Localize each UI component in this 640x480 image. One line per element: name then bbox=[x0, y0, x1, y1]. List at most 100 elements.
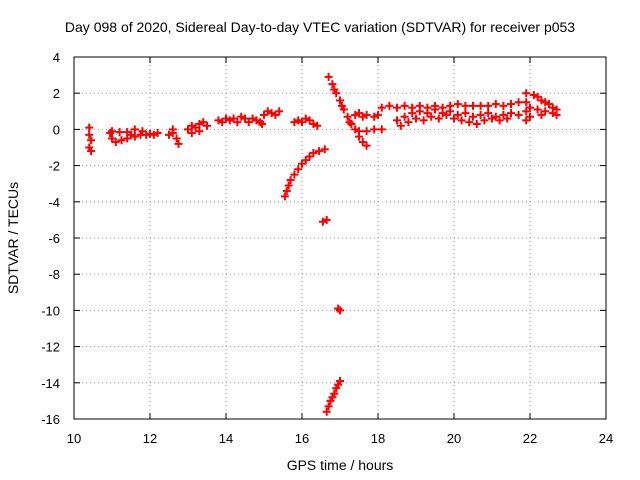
data-points-layer bbox=[85, 72, 561, 416]
y-tick-label: -6 bbox=[48, 231, 60, 246]
data-point bbox=[415, 107, 424, 116]
data-point bbox=[294, 165, 303, 174]
data-point bbox=[393, 103, 401, 112]
data-point bbox=[115, 128, 124, 137]
x-tick-label: 10 bbox=[67, 431, 81, 446]
data-point bbox=[552, 110, 561, 119]
plot-frame bbox=[73, 56, 607, 420]
data-point bbox=[130, 125, 139, 134]
data-point bbox=[146, 129, 154, 138]
data-point bbox=[404, 118, 413, 127]
data-point bbox=[393, 116, 401, 125]
data-point bbox=[172, 134, 181, 143]
data-point bbox=[461, 101, 470, 110]
data-point bbox=[87, 147, 96, 156]
data-point bbox=[330, 389, 339, 398]
data-point bbox=[522, 98, 531, 107]
data-point bbox=[337, 101, 346, 110]
data-point bbox=[108, 127, 116, 136]
y-tick-label: -8 bbox=[48, 267, 60, 282]
data-point bbox=[495, 116, 504, 125]
data-point bbox=[377, 103, 386, 112]
data-point bbox=[111, 138, 120, 147]
data-point bbox=[408, 109, 417, 118]
data-point bbox=[419, 116, 428, 125]
data-point bbox=[328, 80, 337, 89]
data-point bbox=[370, 125, 379, 134]
data-point bbox=[336, 96, 344, 105]
y-tick-label: -4 bbox=[48, 195, 60, 210]
data-point bbox=[282, 186, 291, 195]
y-tick-label: -16 bbox=[41, 412, 60, 427]
data-point bbox=[286, 176, 295, 185]
data-point bbox=[309, 148, 318, 157]
data-point bbox=[87, 136, 96, 145]
x-tick-label: 20 bbox=[447, 431, 461, 446]
data-point bbox=[480, 116, 489, 125]
data-point bbox=[514, 98, 523, 107]
data-point bbox=[138, 127, 147, 136]
data-point bbox=[362, 127, 371, 136]
data-point bbox=[461, 109, 470, 118]
data-point bbox=[469, 112, 477, 121]
data-point bbox=[315, 147, 324, 156]
data-point bbox=[324, 402, 333, 411]
x-tick-label: 12 bbox=[143, 431, 157, 446]
data-point bbox=[347, 119, 356, 128]
data-point bbox=[476, 110, 485, 119]
data-point bbox=[385, 101, 394, 110]
y-tick-label: -10 bbox=[41, 303, 60, 318]
x-axis-label: GPS time / hours bbox=[286, 457, 394, 473]
data-point bbox=[400, 101, 409, 110]
data-point bbox=[362, 110, 371, 119]
y-tick-label: -14 bbox=[41, 376, 60, 391]
data-point bbox=[427, 112, 436, 121]
data-point bbox=[537, 110, 546, 119]
data-point bbox=[174, 139, 183, 148]
data-point bbox=[284, 181, 293, 190]
data-point bbox=[233, 118, 242, 127]
data-point bbox=[258, 119, 267, 128]
data-point bbox=[280, 192, 289, 201]
data-point bbox=[355, 127, 363, 136]
data-point bbox=[362, 141, 371, 150]
data-point bbox=[324, 72, 333, 81]
data-point bbox=[336, 306, 344, 315]
data-point bbox=[442, 110, 451, 119]
data-point bbox=[465, 118, 474, 127]
x-tick-label: 14 bbox=[219, 431, 233, 446]
x-tick-label: 18 bbox=[371, 431, 385, 446]
data-point bbox=[434, 114, 443, 123]
data-point bbox=[322, 407, 331, 416]
y-tick-label: -2 bbox=[48, 159, 60, 174]
data-point bbox=[453, 100, 462, 109]
x-tick-label: 16 bbox=[295, 431, 309, 446]
data-point bbox=[343, 112, 352, 121]
y-tick-label: 0 bbox=[53, 122, 60, 137]
data-point bbox=[484, 101, 493, 110]
x-tick-label: 24 bbox=[599, 431, 613, 446]
data-point bbox=[117, 136, 126, 145]
data-point bbox=[507, 109, 515, 118]
data-point bbox=[195, 127, 204, 136]
data-point bbox=[275, 107, 284, 116]
data-point bbox=[503, 114, 512, 123]
data-point bbox=[457, 116, 466, 125]
y-axis-label: SDTVAR / TECUs bbox=[5, 181, 21, 295]
data-point bbox=[400, 112, 409, 121]
data-point bbox=[533, 105, 542, 114]
data-point bbox=[377, 125, 386, 134]
y-tick-label: 4 bbox=[53, 50, 60, 65]
data-point bbox=[472, 119, 481, 128]
data-point bbox=[499, 101, 508, 110]
data-point bbox=[374, 110, 382, 119]
data-point bbox=[514, 110, 523, 119]
data-point bbox=[412, 114, 420, 123]
data-point bbox=[187, 129, 196, 138]
data-point bbox=[336, 376, 344, 385]
data-point bbox=[507, 100, 515, 109]
data-point bbox=[488, 114, 496, 123]
data-point bbox=[320, 145, 329, 154]
